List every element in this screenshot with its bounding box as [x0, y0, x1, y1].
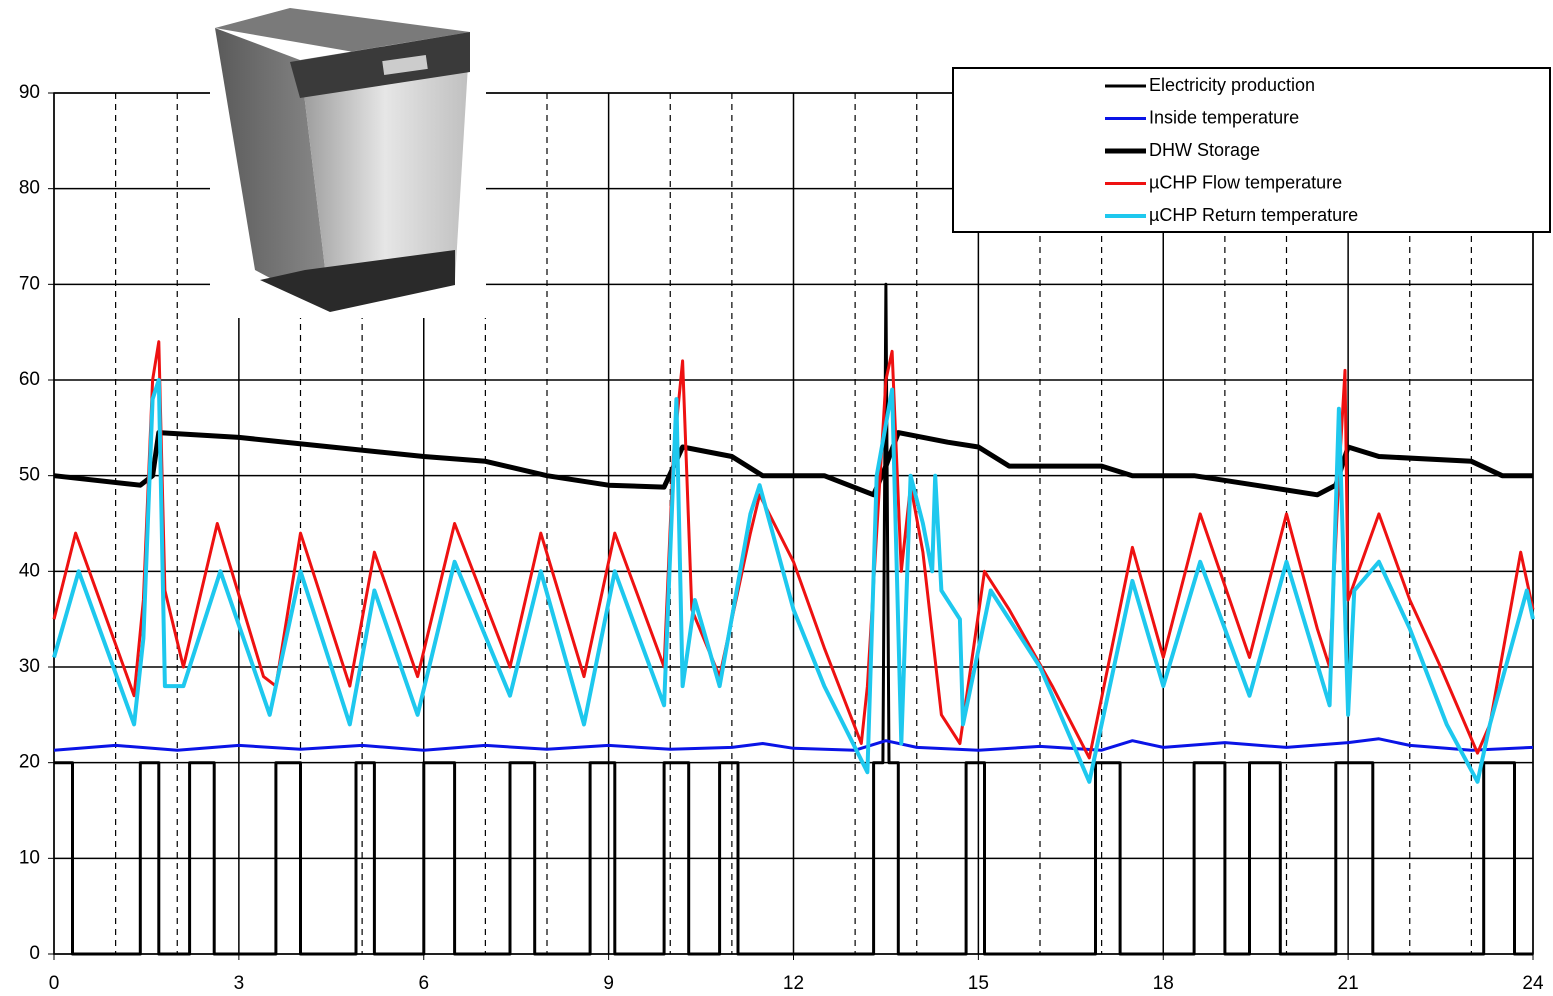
product-image	[210, 0, 486, 318]
legend-entries: Electricity production Inside temperature…	[1105, 75, 1358, 225]
y-tick-label: 70	[19, 273, 40, 294]
x-tick-label: 21	[1338, 973, 1359, 994]
y-tick-label: 50	[19, 465, 40, 486]
y-tick-label: 60	[19, 369, 40, 390]
y-tick-label: 20	[19, 752, 40, 773]
series-line	[52, 378, 1535, 784]
x-tick-label: 18	[1153, 973, 1174, 994]
y-tick-label: 0	[29, 943, 40, 964]
y-tick-label: 40	[19, 560, 40, 581]
x-tick-label: 15	[968, 973, 989, 994]
x-tick-label: 9	[603, 973, 614, 994]
series-line	[54, 282, 1533, 956]
y-tick-label: 10	[19, 847, 40, 868]
y-tick-label: 30	[19, 656, 40, 677]
legend	[952, 67, 1551, 233]
y-tick-label: 80	[19, 178, 40, 199]
legend-label: µCHP Flow temperature	[1149, 172, 1342, 192]
x-tick-label: 24	[1522, 973, 1544, 994]
legend-label: Inside temperature	[1149, 107, 1299, 127]
plot-area	[52, 282, 1535, 956]
legend-label: Electricity production	[1149, 75, 1315, 95]
legend-label: DHW Storage	[1149, 140, 1260, 160]
x-tick-label: 12	[783, 973, 804, 994]
x-tick-label: 3	[234, 973, 245, 994]
x-tick-label: 0	[49, 973, 60, 994]
x-tick-label: 6	[418, 973, 429, 994]
y-tick-label: 90	[19, 82, 40, 103]
legend-label: µCHP Return temperature	[1149, 205, 1358, 225]
